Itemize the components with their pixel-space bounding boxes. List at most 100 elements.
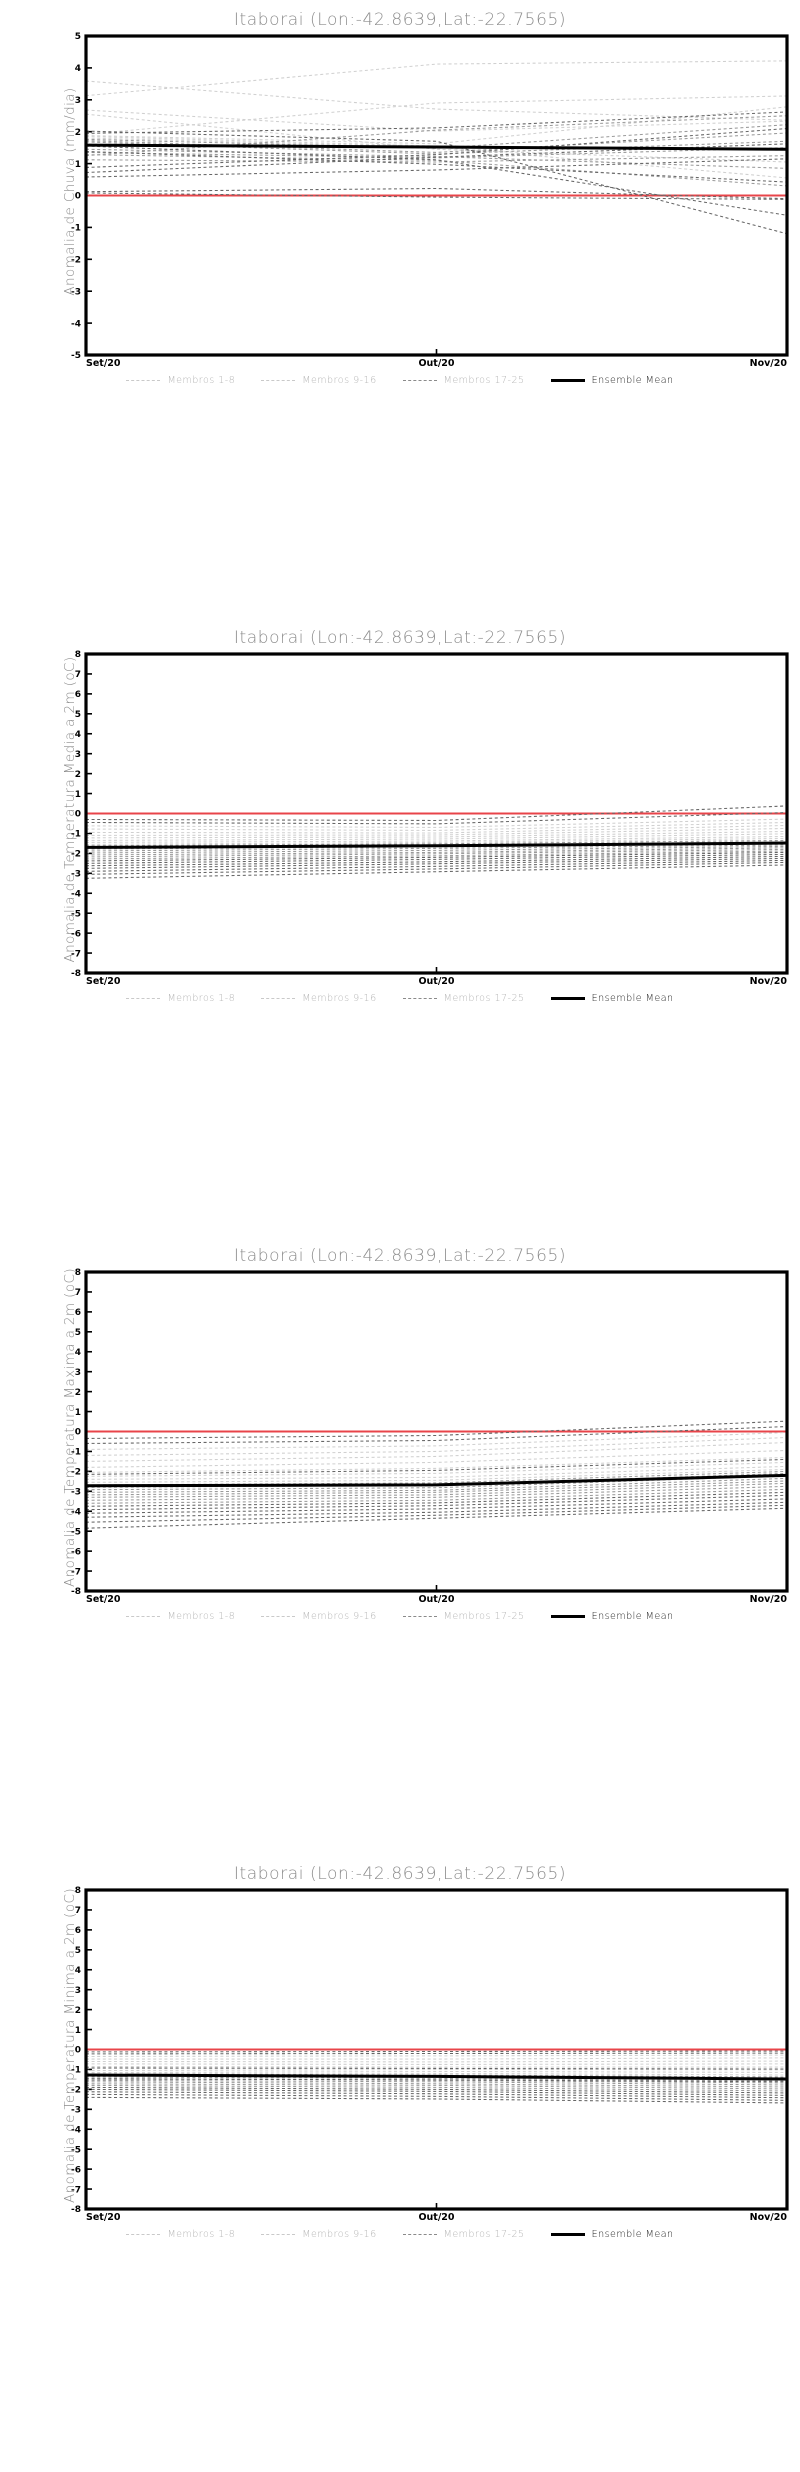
- svg-text:3: 3: [75, 750, 81, 760]
- svg-text:7: 7: [75, 670, 81, 680]
- svg-text:Out/20: Out/20: [418, 2212, 454, 2223]
- svg-text:-5: -5: [71, 909, 81, 919]
- svg-text:-8: -8: [71, 969, 81, 979]
- svg-text:2: 2: [75, 770, 81, 780]
- svg-text:Out/20: Out/20: [418, 1594, 454, 1605]
- forecast-panel: Itaborai (Lon:-42.8639,Lat:-22.7565) Anom…: [0, 1854, 800, 2472]
- svg-text:-3: -3: [71, 870, 81, 880]
- legend-label: Membros 9-16: [302, 1611, 377, 1622]
- legend-swatch-icon: [126, 2234, 161, 2235]
- svg-text:7: 7: [75, 1906, 81, 1916]
- legend-swatch-icon: [402, 1616, 437, 1617]
- svg-text:-5: -5: [71, 2145, 81, 2155]
- legend-swatch-icon: [402, 998, 437, 999]
- legend-label: Ensemble Mean: [591, 993, 674, 1004]
- svg-text:8: 8: [75, 1268, 81, 1278]
- legend-swatch-icon: [126, 380, 161, 381]
- legend-item: Membros 1-8: [126, 993, 235, 1004]
- svg-text:1: 1: [75, 160, 81, 170]
- svg-text:Nov/20: Nov/20: [750, 358, 788, 369]
- legend-label: Membros 1-8: [167, 2229, 236, 2240]
- svg-text:-1: -1: [71, 2066, 81, 2076]
- legend-swatch-icon: [126, 1616, 161, 1617]
- svg-text:-1: -1: [71, 224, 81, 234]
- chart-legend: Membros 1-8 Membros 9-16 Membros 17-25 Ense…: [0, 993, 800, 1004]
- svg-text:Set/20: Set/20: [86, 976, 121, 987]
- svg-text:-2: -2: [71, 2086, 81, 2096]
- svg-text:3: 3: [75, 96, 81, 106]
- legend-item: Membros 9-16: [261, 1611, 376, 1622]
- plot-area: 8 7 6 5 4 3 2 1 0 -1 -2 -3 -4 -5 -6 -7 -8 Set/20 Out/20 Nov…: [0, 1236, 800, 1854]
- chart-legend: Membros 1-8 Membros 9-16 Membros 17-25 Ense…: [0, 2229, 800, 2240]
- svg-text:Set/20: Set/20: [86, 2212, 121, 2223]
- svg-text:5: 5: [75, 1328, 81, 1338]
- legend-item: Membros 9-16: [261, 375, 376, 386]
- chart-legend: Membros 1-8 Membros 9-16 Membros 17-25 Ense…: [0, 1611, 800, 1622]
- legend-item: Membros 1-8: [126, 1611, 235, 1622]
- svg-text:6: 6: [75, 690, 81, 700]
- svg-text:0: 0: [75, 1428, 81, 1438]
- legend-item: Membros 17-25: [402, 2229, 525, 2240]
- svg-text:Set/20: Set/20: [86, 1594, 121, 1605]
- svg-text:6: 6: [75, 1308, 81, 1318]
- svg-text:5: 5: [75, 710, 81, 720]
- legend-label: Membros 1-8: [167, 993, 236, 1004]
- svg-text:Out/20: Out/20: [418, 358, 454, 369]
- svg-text:-7: -7: [71, 2185, 81, 2195]
- legend-item: Membros 9-16: [261, 2229, 376, 2240]
- legend-label: Membros 17-25: [443, 375, 525, 386]
- svg-text:7: 7: [75, 1288, 81, 1298]
- legend-item: Ensemble Mean: [550, 1611, 674, 1622]
- legend-swatch-icon: [261, 998, 296, 999]
- legend-label: Membros 9-16: [302, 993, 377, 1004]
- legend-item: Membros 17-25: [402, 375, 525, 386]
- svg-text:2: 2: [75, 1388, 81, 1398]
- legend-label: Membros 17-25: [443, 2229, 525, 2240]
- svg-text:Out/20: Out/20: [418, 976, 454, 987]
- svg-text:8: 8: [75, 650, 81, 660]
- legend-label: Ensemble Mean: [591, 375, 674, 386]
- svg-text:-4: -4: [71, 1507, 81, 1517]
- legend-swatch-icon: [261, 380, 296, 381]
- svg-text:1: 1: [75, 2026, 81, 2036]
- legend-swatch-icon: [402, 380, 437, 381]
- svg-text:1: 1: [75, 790, 81, 800]
- svg-text:-2: -2: [71, 850, 81, 860]
- legend-label: Membros 1-8: [167, 1611, 236, 1622]
- legend-label: Membros 1-8: [167, 375, 236, 386]
- svg-text:-4: -4: [71, 319, 81, 329]
- svg-text:-3: -3: [71, 1488, 81, 1498]
- legend-item: Membros 17-25: [402, 993, 525, 1004]
- svg-text:-3: -3: [71, 287, 81, 297]
- forecast-panel: Itaborai (Lon:-42.8639,Lat:-22.7565) Anom…: [0, 618, 800, 1236]
- svg-text:3: 3: [75, 1986, 81, 1996]
- svg-text:5: 5: [75, 32, 81, 42]
- svg-text:-8: -8: [71, 2205, 81, 2215]
- plot-area: 5 4 3 2 1 0 -1 -2 -3 -4 -5 Set/20 Out/20 Nov/20: [0, 0, 800, 618]
- svg-text:-5: -5: [71, 351, 81, 361]
- legend-swatch-icon: [550, 997, 585, 1000]
- svg-text:-4: -4: [71, 889, 81, 899]
- legend-item: Ensemble Mean: [550, 993, 674, 1004]
- svg-text:4: 4: [75, 64, 81, 74]
- legend-item: Membros 1-8: [126, 375, 235, 386]
- svg-text:0: 0: [75, 810, 81, 820]
- legend-swatch-icon: [126, 998, 161, 999]
- legend-item: Ensemble Mean: [550, 2229, 674, 2240]
- svg-text:6: 6: [75, 1926, 81, 1936]
- svg-text:-5: -5: [71, 1527, 81, 1537]
- svg-text:-6: -6: [71, 929, 81, 939]
- svg-text:-3: -3: [71, 2106, 81, 2116]
- legend-item: Ensemble Mean: [550, 375, 674, 386]
- plot-area: 8 7 6 5 4 3 2 1 0 -1 -2 -3 -4 -5 -6 -7 -8 Set/20 Out/20 Nov…: [0, 618, 800, 1236]
- svg-text:0: 0: [75, 2046, 81, 2056]
- legend-label: Ensemble Mean: [591, 2229, 674, 2240]
- svg-text:-4: -4: [71, 2125, 81, 2135]
- forecast-panel: Itaborai (Lon:-42.8639,Lat:-22.7565) Anom…: [0, 1236, 800, 1854]
- legend-swatch-icon: [402, 2234, 437, 2235]
- legend-item: Membros 1-8: [126, 2229, 235, 2240]
- svg-text:Nov/20: Nov/20: [750, 976, 788, 987]
- svg-text:-6: -6: [71, 2165, 81, 2175]
- legend-label: Ensemble Mean: [591, 1611, 674, 1622]
